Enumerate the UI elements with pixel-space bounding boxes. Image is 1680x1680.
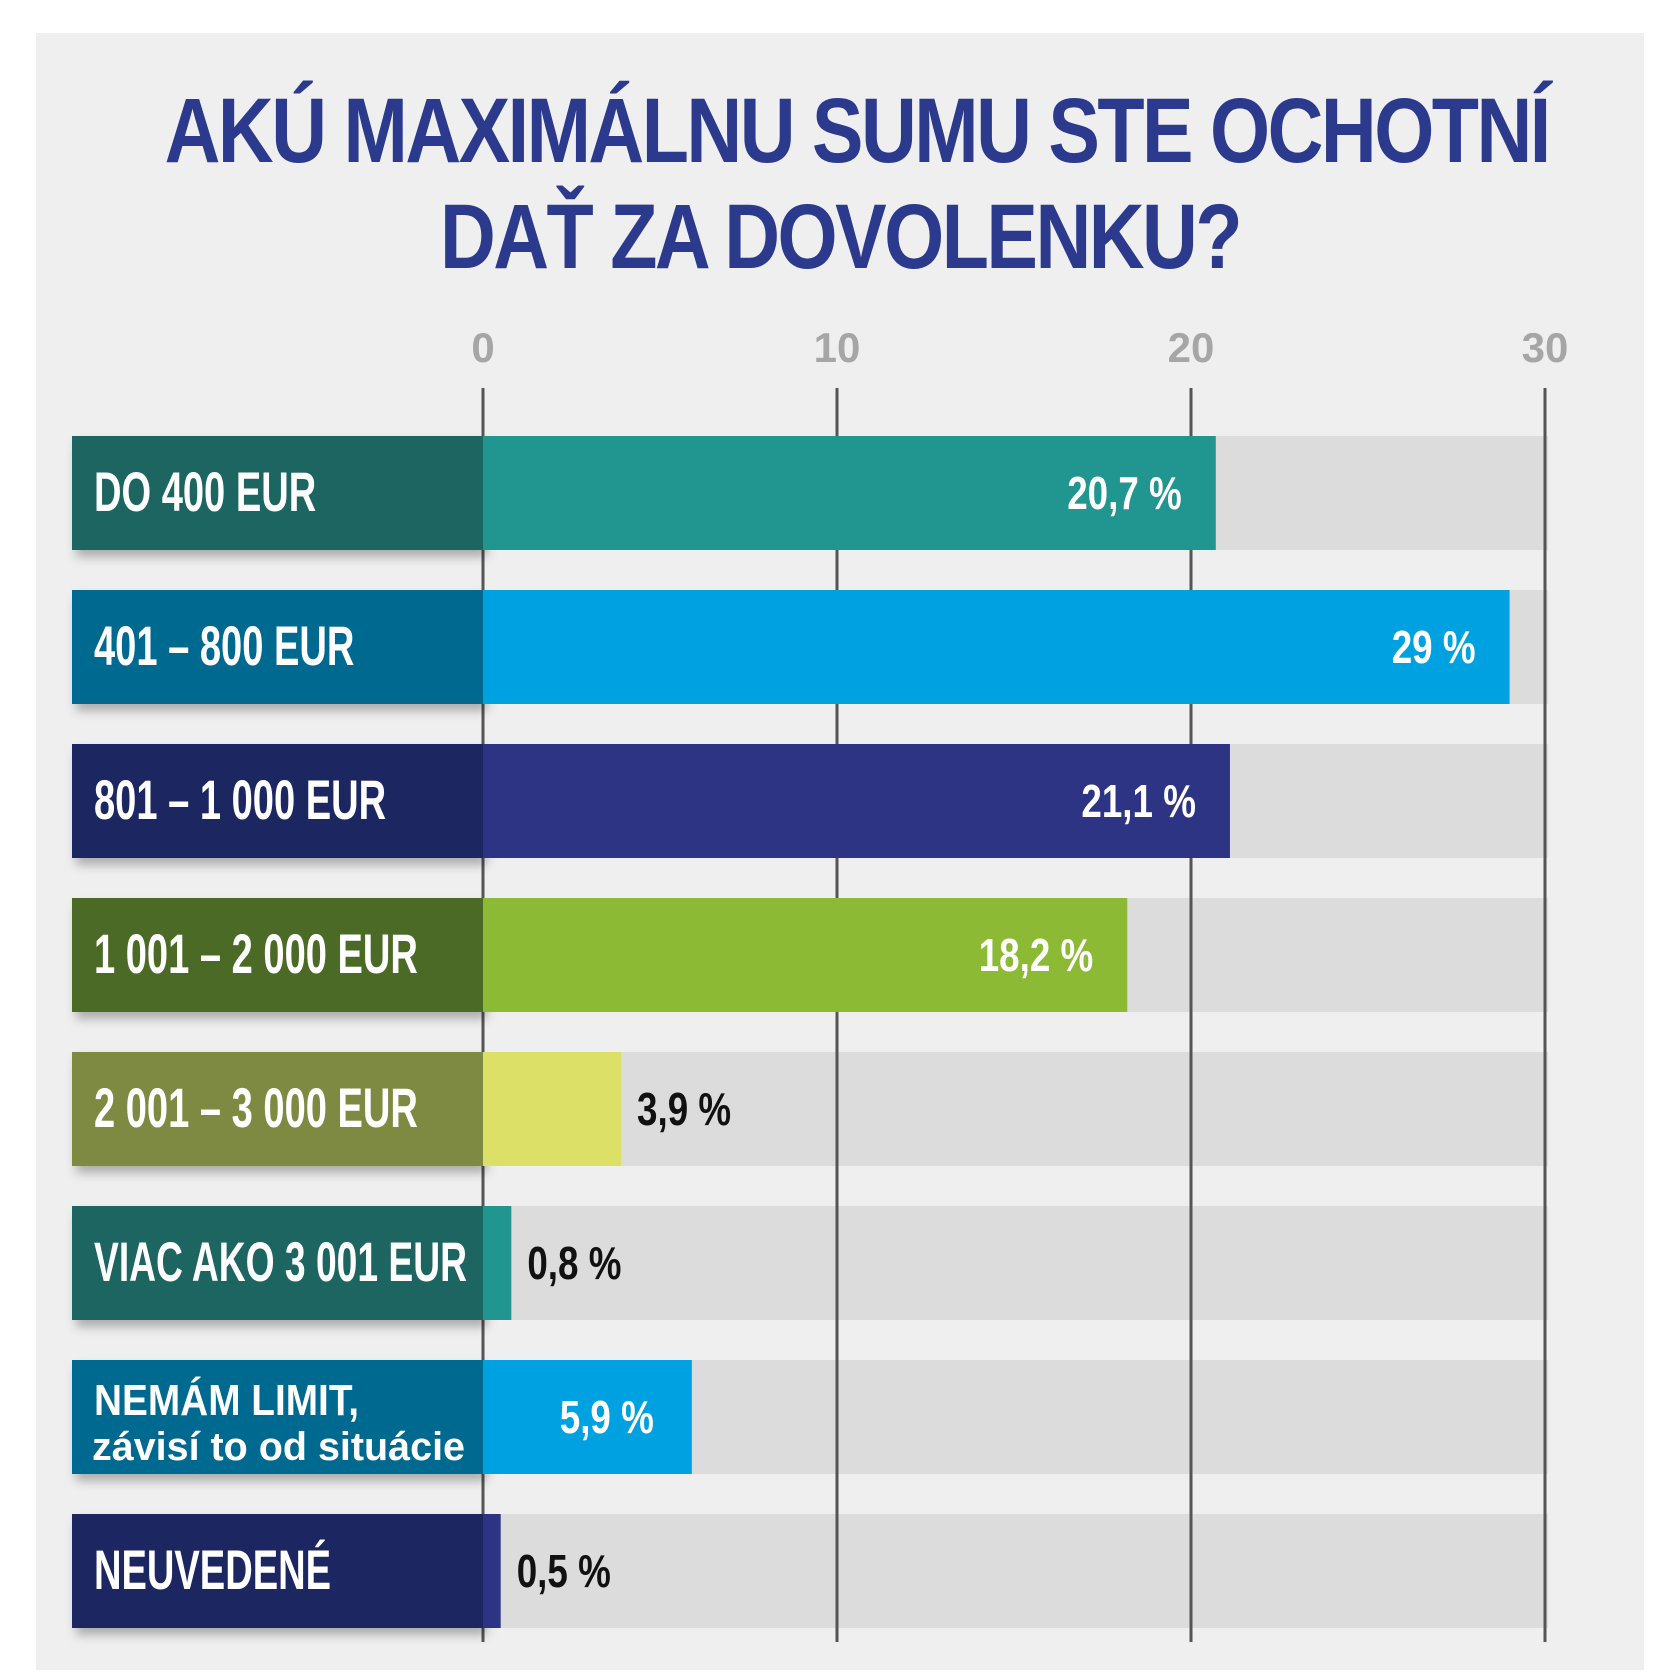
x-tick-label: 10 (814, 324, 861, 371)
value-label: 5,9 % (560, 1391, 654, 1443)
x-tick-label: 20 (1168, 324, 1215, 371)
category-label-box (72, 1360, 483, 1474)
bar (483, 1052, 622, 1166)
value-label: 20,7 % (1067, 467, 1182, 519)
category-label-box (72, 898, 483, 1012)
value-label: 21,1 % (1081, 775, 1196, 827)
tick-labels: 0 10 20 30 (471, 324, 1568, 371)
category-label: NEUVEDENÉ (94, 1538, 331, 1601)
category-label-box (72, 590, 483, 704)
bar (483, 744, 1230, 858)
chart-title: AKÚ MAXIMÁLNU SUMU STE OCHOTNÍ DAŤ ZA DO… (164, 78, 1552, 290)
category-label: 2 001 – 3 000 EUR (94, 1076, 418, 1139)
chart-title-line-2: DAŤ ZA DOVOLENKU? (439, 186, 1243, 288)
category-label: VIAC AKO 3 001 EUR (94, 1230, 467, 1293)
value-label: 18,2 % (979, 929, 1094, 981)
category-label: 801 – 1 000 EUR (94, 768, 386, 831)
category-labels: DO 400 EUR 401 – 800 EUR 801 – 1 000 EUR 1 … (72, 436, 483, 1628)
bar (483, 436, 1216, 550)
bar (483, 1206, 512, 1320)
category-label: 401 – 800 EUR (94, 614, 354, 677)
bar (483, 1360, 692, 1474)
category-label-box (72, 1514, 483, 1628)
value-label: 0,8 % (527, 1237, 621, 1289)
category-label-box (72, 744, 483, 858)
category-label-box (72, 1206, 483, 1320)
bar-track (483, 1052, 1548, 1166)
bar (483, 1514, 501, 1628)
x-tick-label: 0 (471, 324, 494, 371)
category-label-box (72, 1052, 483, 1166)
value-labels: 20,7 % 29 % 21,1 % 18,2 % 3,9 % 0,8 % 5,9 % 0,5… (517, 467, 1476, 1597)
bar-track (483, 1514, 1548, 1628)
value-label: 0,5 % (517, 1545, 611, 1597)
bar (483, 898, 1128, 1012)
category-label: 1 001 – 2 000 EUR (94, 922, 418, 985)
value-label: 29 % (1392, 621, 1476, 673)
bars (483, 436, 1510, 1628)
value-label: 3,9 % (637, 1083, 731, 1135)
category-label: NEMÁM LIMIT, (94, 1375, 359, 1425)
category-label-box (72, 436, 483, 550)
chart-title-line-1: AKÚ MAXIMÁLNU SUMU STE OCHOTNÍ (164, 80, 1552, 182)
bar-track (483, 1206, 1548, 1320)
category-sublabel: závisí to od situácie (92, 1425, 465, 1469)
x-tick-label: 30 (1522, 324, 1569, 371)
bar (483, 590, 1510, 704)
category-label: DO 400 EUR (94, 460, 316, 523)
